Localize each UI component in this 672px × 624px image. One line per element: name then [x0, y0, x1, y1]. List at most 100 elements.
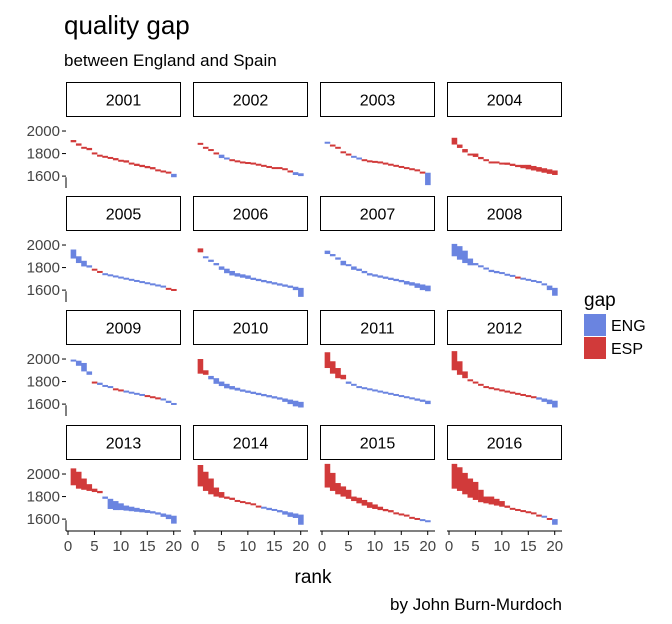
gap-bar: [388, 163, 394, 166]
y-tick-label: 1800: [27, 146, 60, 163]
gap-bar: [250, 277, 257, 280]
gap-bar: [224, 383, 230, 389]
gap-bar: [377, 390, 384, 393]
gap-bar: [414, 283, 421, 288]
facet-panel-2004: 2004: [447, 82, 562, 175]
facet-panel-2014: 2014 0 5 10 15 20: [191, 425, 309, 555]
gap-bar: [472, 153, 479, 157]
gap-bar: [403, 514, 410, 517]
gap-bar: [493, 270, 500, 274]
gap-bar: [160, 170, 167, 173]
gap-bar: [234, 160, 241, 163]
gap-bar: [546, 399, 553, 405]
gap-bar: [361, 499, 368, 506]
y-tick-label: 1600: [27, 511, 60, 528]
gap-bar: [335, 146, 341, 149]
gap-bar: [467, 153, 474, 156]
gap-bar: [425, 172, 431, 186]
gap-bar: [123, 160, 130, 163]
gap-bar: [366, 160, 373, 163]
y-tick-label: 1600: [27, 168, 60, 185]
gap-bar: [149, 167, 156, 170]
gap-bar: [229, 159, 235, 162]
facet-strip-label: 2015: [360, 436, 396, 453]
gap-bar: [456, 467, 463, 491]
gap-bar: [171, 173, 177, 178]
gap-bar: [112, 388, 119, 391]
gap-bar: [324, 463, 331, 488]
gap-bar: [123, 277, 130, 280]
gap-bar: [504, 390, 511, 393]
gap-bar: [499, 272, 505, 275]
gap-bar: [218, 266, 225, 270]
gap-bar: [546, 169, 553, 174]
y-tick-label: 2000: [27, 123, 60, 140]
gap-bar: [282, 284, 288, 287]
x-tick-label: 5: [217, 538, 225, 555]
gap-bar: [372, 504, 378, 509]
gap-bar: [107, 274, 114, 277]
gap-bar: [149, 396, 156, 399]
y-tick-label: 1800: [27, 489, 60, 506]
gap-bar: [276, 510, 283, 513]
gap-bar: [361, 270, 368, 274]
legend-swatch-esp: [584, 337, 606, 359]
gap-bar: [234, 499, 241, 502]
gap-bar: [118, 503, 124, 511]
gap-bar: [515, 164, 521, 168]
gap-bar: [377, 275, 384, 278]
gap-bar: [292, 400, 299, 407]
gap-bar: [123, 505, 130, 511]
gap-bar: [499, 162, 505, 165]
gap-bar: [552, 170, 558, 175]
legend-label-esp: ESP: [611, 341, 643, 358]
y-tick-label: 2000: [27, 351, 60, 368]
gap-bar: [155, 397, 161, 400]
legend: gap ENG ESP: [584, 290, 646, 359]
gap-bar: [86, 147, 93, 151]
x-tick-label: 10: [113, 538, 130, 555]
gap-bar: [451, 137, 458, 145]
gap-bar: [171, 288, 177, 291]
gap-bar: [504, 162, 511, 165]
gap-bar: [298, 514, 304, 525]
gap-bar: [245, 162, 251, 165]
gap-bar: [493, 498, 500, 506]
gap-bar: [409, 397, 415, 400]
gap-bar: [70, 140, 77, 143]
gap-bar: [340, 486, 347, 497]
gap-bar: [472, 381, 479, 384]
gap-bar: [112, 158, 119, 161]
facet-strip-label: 2002: [233, 93, 269, 110]
gap-bar: [81, 260, 87, 267]
gap-bar: [102, 496, 108, 499]
gap-bar: [393, 512, 399, 515]
y-tick-label: 1800: [27, 374, 60, 391]
legend-swatch-eng: [584, 314, 606, 336]
gap-bar: [530, 396, 537, 399]
gap-bar: [255, 278, 262, 282]
gap-bar: [287, 285, 294, 288]
gap-bar: [81, 146, 87, 149]
gap-bar: [382, 391, 389, 394]
gap-bar: [515, 276, 521, 279]
gap-bar: [271, 508, 278, 511]
gap-bar: [255, 505, 262, 508]
gap-bar: [388, 392, 394, 395]
gap-bar: [239, 389, 246, 392]
facet-strip-label: 2009: [106, 321, 142, 338]
gap-bar: [165, 514, 172, 520]
gap-bar: [287, 512, 294, 517]
gap-bar: [530, 512, 537, 515]
gap-bar: [409, 282, 415, 286]
gap-bar: [356, 497, 362, 504]
gap-bar: [345, 489, 352, 499]
gap-bar: [155, 284, 161, 287]
gap-bar: [329, 361, 336, 374]
gap-bar: [271, 282, 278, 285]
gap-bar: [472, 481, 479, 500]
gap-bar: [134, 507, 140, 512]
facet-panel-2007: 2007: [320, 196, 435, 292]
gap-bar: [525, 164, 532, 170]
